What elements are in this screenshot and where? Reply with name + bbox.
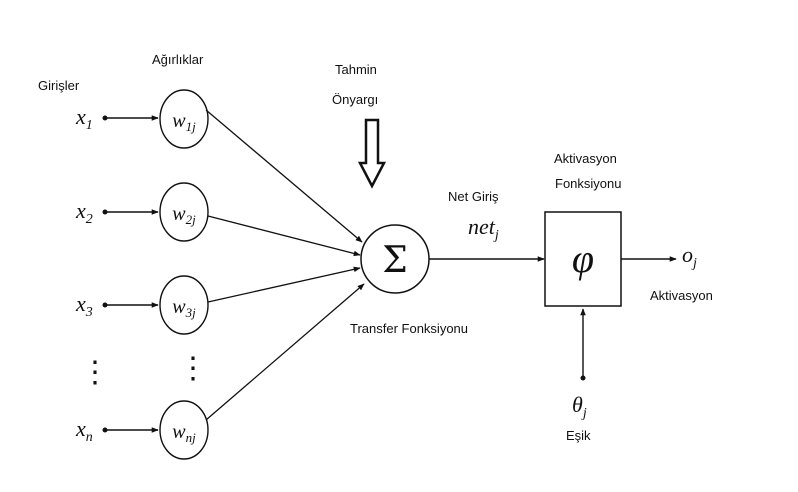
input-xn: xn: [75, 416, 93, 445]
weights-title: Ağırlıklar: [152, 52, 204, 67]
input-x2: x2: [75, 198, 93, 227]
inputs-title: Girişler: [38, 78, 80, 93]
sigma-icon: Σ: [382, 240, 407, 281]
input-x3: x3: [75, 291, 93, 320]
bias-label-line1: Tahmin: [335, 62, 377, 77]
activation-function-label-line1: Aktivasyon: [554, 151, 617, 166]
input-x1: x1: [75, 104, 93, 133]
connection-2: [207, 215, 361, 257]
input-ellipsis: ⋮: [80, 355, 110, 390]
bias-arrow-icon: [357, 118, 387, 189]
input-row-n: xn wnj: [75, 400, 209, 460]
weight-w3j: w3j: [172, 296, 196, 320]
threshold-symbol: θj: [572, 392, 587, 421]
weight-node-2: [159, 182, 209, 242]
weight-node-n: [159, 400, 209, 460]
weight-w1j: w1j: [172, 110, 196, 134]
connection-1: [205, 109, 363, 243]
activation-function-box: [544, 211, 622, 307]
threshold-label: Eşik: [566, 428, 591, 443]
activation-output-label: Aktivasyon: [650, 288, 713, 303]
connection-n: [205, 283, 365, 421]
output-symbol: oj: [682, 242, 697, 271]
phi-icon: φ: [572, 236, 594, 281]
weight-ellipsis: ⋮: [178, 351, 208, 386]
input-row-3: x3 w3j: [75, 275, 209, 335]
transfer-function-label: Transfer Fonksiyonu: [350, 321, 468, 336]
net-input-symbol: netj: [468, 214, 499, 243]
input-row-1: x1 w1j: [75, 89, 209, 149]
threshold-dot: [580, 375, 586, 381]
activation-function-label-line2: Fonksiyonu: [555, 176, 621, 191]
weight-wnj: wnj: [172, 421, 196, 445]
connection-3: [207, 266, 361, 303]
net-input-title: Net Giriş: [448, 189, 499, 204]
input-row-2: x2 w2j: [75, 182, 209, 242]
weight-node-3: [159, 275, 209, 335]
bias-label-line2: Önyargı: [332, 92, 378, 107]
weight-w2j: w2j: [172, 203, 196, 227]
weight-node-1: [159, 89, 209, 149]
